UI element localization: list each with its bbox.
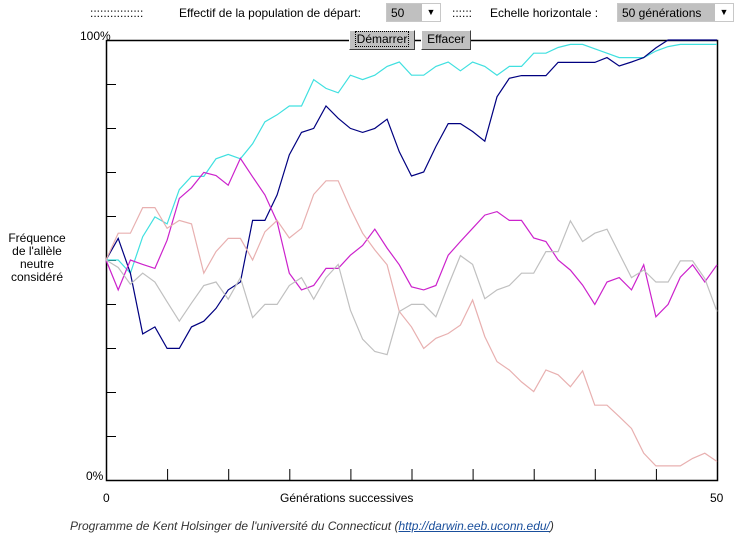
y-axis-label-line: neutre (19, 257, 55, 271)
credit-link[interactable]: http://darwin.eeb.uconn.edu/ (398, 519, 550, 533)
footer-credit: Programme de Kent Holsinger de l'univers… (70, 519, 554, 533)
y-axis-label-line: considéré (10, 270, 64, 284)
series-line-5 (105, 219, 718, 356)
series-line-4 (105, 180, 718, 467)
credit-text: Programme de Kent Holsinger de l'univers… (70, 519, 399, 533)
population-label: Effectif de la population de départ: (179, 6, 361, 20)
y-axis-label-line: de l'allèle (12, 244, 62, 258)
scale-label: Echelle horizontale : (490, 6, 599, 20)
y-tick-label-bottom: 0% (86, 469, 104, 483)
series-line-2 (105, 39, 717, 349)
chevron-down-icon[interactable]: ▼ (422, 4, 440, 21)
x-axis-label: Générations successives (280, 491, 414, 505)
y-axis-label-line: Fréquence (8, 231, 66, 245)
series-line-3 (105, 157, 718, 318)
x-tick-label-start: 0 (103, 491, 110, 505)
scale-value: 50 générations (622, 6, 702, 20)
population-select[interactable]: 50 ▼ (386, 3, 441, 22)
plot-frame (105, 39, 719, 482)
y-tick-label-top: 100% (80, 29, 111, 43)
scale-select[interactable]: 50 générations ▼ (617, 3, 734, 22)
leader-dots: :::::: (452, 6, 473, 20)
credit-close: ) (549, 519, 554, 533)
population-value: 50 (391, 6, 405, 20)
series-line-1 (106, 43, 717, 275)
y-axis-label: Fréquence de l'allèle neutre considéré (0, 232, 74, 284)
leader-dots: :::::::::::::::: (90, 6, 144, 20)
start-button[interactable]: Démarrer (349, 30, 415, 50)
clear-label: Effacer (427, 32, 465, 46)
clear-button[interactable]: Effacer (421, 30, 471, 50)
x-tick-label-end: 50 (710, 491, 724, 505)
chevron-down-icon[interactable]: ▼ (715, 4, 733, 21)
start-label: Démarrer (354, 31, 410, 47)
